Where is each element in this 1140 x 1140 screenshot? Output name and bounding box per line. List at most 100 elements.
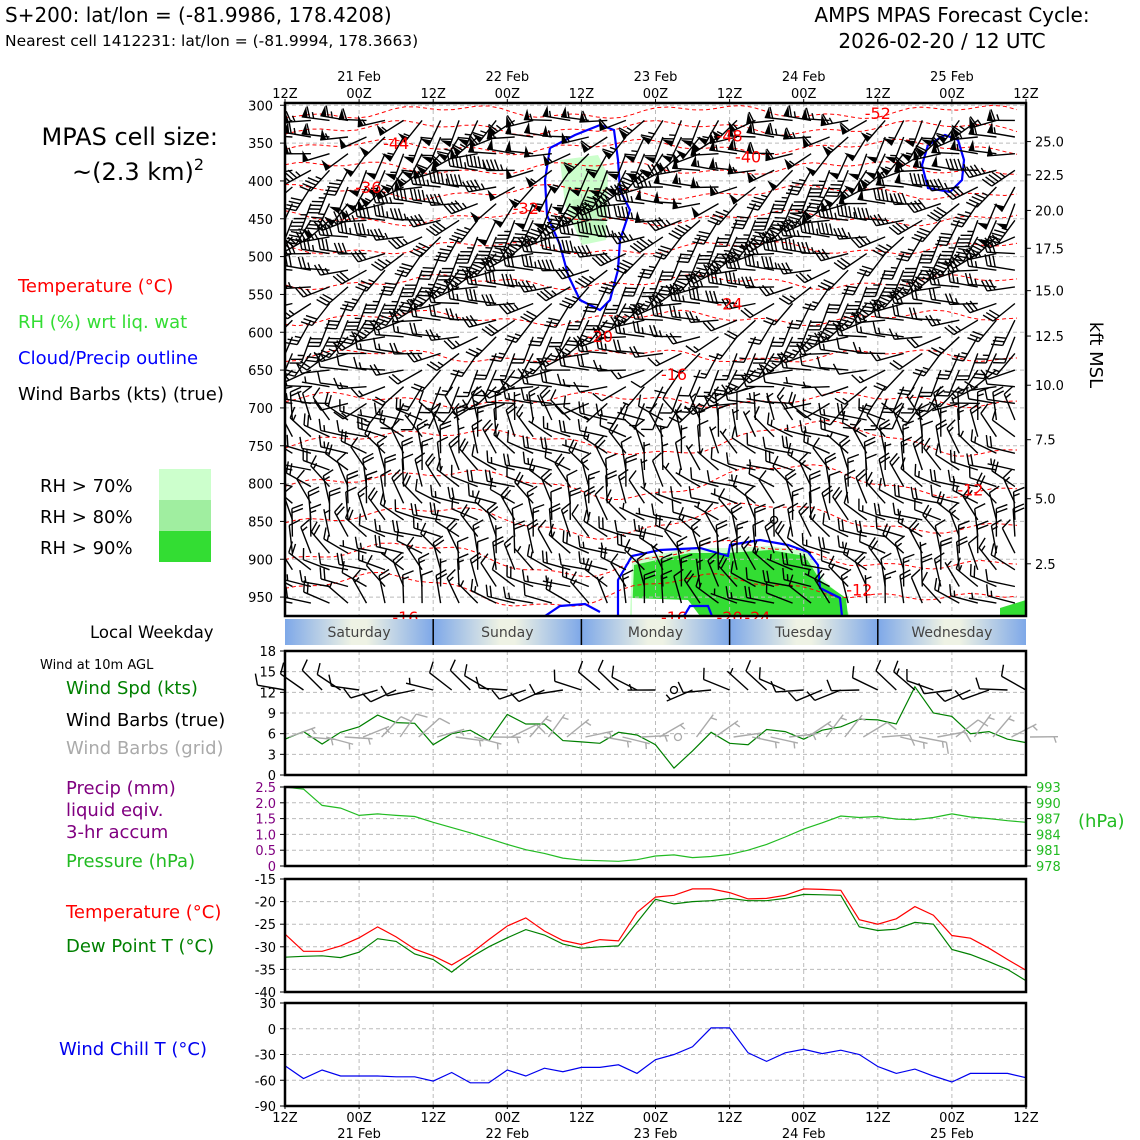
upper-barb-38-26: [990, 519, 1002, 554]
upper-barb-13-21: [502, 453, 534, 471]
upper-barb-29-28: [804, 569, 830, 588]
upper-barb-14-8: [520, 239, 552, 255]
wind-barb-true-24: [702, 667, 730, 691]
upper-barb-28-10: [778, 286, 812, 305]
upper-barb-24-1: [709, 131, 738, 145]
upper-barb-12-28: [491, 558, 516, 588]
wind-panel-ylabel-0: 0: [268, 769, 276, 784]
upper-barb-8-22: [425, 453, 442, 487]
wind-barb-true-14: [510, 689, 545, 703]
upper-barb-32-18: [858, 398, 886, 421]
upper-barb-2-3: [299, 169, 331, 192]
upper-barb-26-13: [752, 336, 775, 364]
upper-barb-36-12: [925, 314, 960, 327]
upper-barb-11-5: [470, 203, 497, 223]
upper-barb-6-1: [381, 136, 405, 162]
upper-barb-30-15: [816, 356, 849, 371]
wind-barb-true-26: [745, 660, 768, 691]
upper-barb-33-19: [892, 402, 905, 437]
upper-barb-14-10: [517, 280, 552, 293]
top-date-0: 21 Feb: [337, 70, 381, 85]
upper-barb-33-29: [899, 569, 912, 604]
wind-barb-grid-13: [529, 715, 552, 738]
upper-barb-28-7: [778, 224, 812, 238]
upper-barb-4-24: [357, 485, 368, 521]
upper-barb-16-29: [569, 571, 590, 604]
upper-barb-11-10: [464, 272, 497, 288]
upper-barb-20-4: [630, 175, 663, 188]
wind-barb-true-13: [491, 689, 527, 700]
upper-barb-5-9: [355, 269, 386, 292]
upper-barb-2-2: [302, 150, 330, 163]
kft-label-5: 12.5: [1035, 330, 1064, 345]
upper-barb-30-23: [843, 469, 856, 504]
upper-barb-15-26: [548, 523, 571, 554]
upper-barb-38-29: [968, 592, 997, 604]
upper-barb-22-7: [676, 236, 701, 264]
upper-barb-30-3: [825, 170, 849, 197]
upper-barb-9-26: [446, 519, 460, 554]
upper-barb-8-27: [432, 535, 445, 570]
upper-barb-6-2: [384, 153, 405, 181]
wind-panel-ylabel-1: 3: [268, 748, 276, 763]
upper-barb-1-19: [289, 406, 312, 438]
upper-barb-9-22: [436, 458, 460, 488]
upper-barb-12-18: [513, 391, 521, 421]
legend-pressure: Pressure (hPa): [66, 851, 195, 872]
upper-barb-17-21: [594, 435, 608, 471]
upper-barb-15-12: [549, 319, 571, 348]
upper-barb-20-1: [644, 136, 664, 164]
upper-barb-30-19: [819, 417, 849, 438]
upper-barb-36-23: [930, 484, 960, 504]
bottom-tick-5: 00Z: [643, 1111, 669, 1126]
temperature-line: [284, 888, 1027, 971]
upper-barb-0-11: [285, 302, 293, 311]
upper-barb-31-14: [836, 337, 867, 355]
upper-barb-38-8: [962, 247, 997, 261]
upper-barb-3-29: [326, 581, 349, 604]
top-tick-7: 00Z: [791, 87, 817, 102]
upper-barb-15-18: [550, 389, 571, 421]
upper-barb-9-16: [437, 386, 460, 414]
upper-barb-30-16: [813, 386, 849, 397]
upper-barb-11-29: [470, 578, 497, 604]
upper-barb-0-12: [285, 319, 293, 341]
upper-barb-23-0: [696, 120, 720, 146]
upper-barb-0-27: [285, 536, 293, 571]
upper-barb-33-21: [900, 436, 913, 471]
upper-barb-39-8: [982, 240, 1015, 255]
upper-barb-38-20: [970, 429, 997, 454]
upper-barb-38-22: [968, 465, 997, 488]
upper-barb-3-28: [319, 567, 349, 588]
upper-barb-6-20: [390, 419, 405, 454]
wind-barb-grid-26: [770, 736, 799, 749]
upper-barb-35-26: [934, 519, 946, 554]
upper-barb-33-26: [882, 523, 905, 554]
upper-barb-2-7: [295, 229, 330, 243]
upper-barb-19-27: [624, 538, 645, 571]
upper-barb-9-12: [428, 303, 460, 321]
upper-barb-11-3: [465, 154, 497, 171]
upper-barb-39-18: [1003, 385, 1016, 421]
upper-barb-0-1: [285, 134, 293, 138]
wind-barb-grid-3: [344, 736, 373, 745]
upper-barb-29-27: [799, 552, 830, 571]
wind-barb-true-8: [405, 677, 434, 691]
upper-barb-34-4: [894, 171, 923, 188]
upper-barb-35-3: [912, 155, 941, 171]
wind-barb-true-7: [380, 685, 415, 697]
upper-barb-20-0: [640, 120, 664, 145]
legend-windchill: Wind Chill T (°C): [59, 1039, 207, 1060]
upper-barb-31-13: [834, 323, 867, 338]
upper-barb-35-22: [914, 463, 942, 488]
upper-barb-22-27: [698, 537, 711, 570]
upper-barb-28-25: [798, 502, 812, 537]
upper-barb-23-2: [690, 144, 719, 156]
upper-barb-11-26: [495, 525, 503, 554]
upper-barb-21-7: [652, 236, 682, 260]
upper-barb-30-21: [838, 435, 851, 471]
upper-barb-25-17: [724, 388, 756, 405]
upper-barb-13-1: [505, 122, 534, 138]
upper-barb-19-7: [610, 230, 645, 245]
upper-barb-34-0: [903, 120, 923, 147]
